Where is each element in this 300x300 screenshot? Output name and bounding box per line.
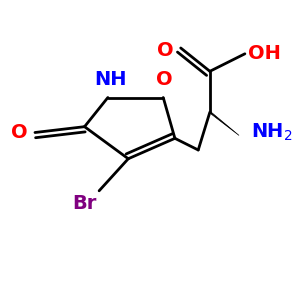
Text: O: O [11, 123, 28, 142]
Text: Br: Br [72, 194, 96, 213]
Text: O: O [156, 70, 173, 89]
Text: NH: NH [94, 70, 127, 89]
Text: O: O [157, 41, 173, 60]
Text: NH$_2$: NH$_2$ [251, 122, 292, 143]
Polygon shape [209, 112, 239, 135]
Text: OH: OH [248, 44, 281, 63]
